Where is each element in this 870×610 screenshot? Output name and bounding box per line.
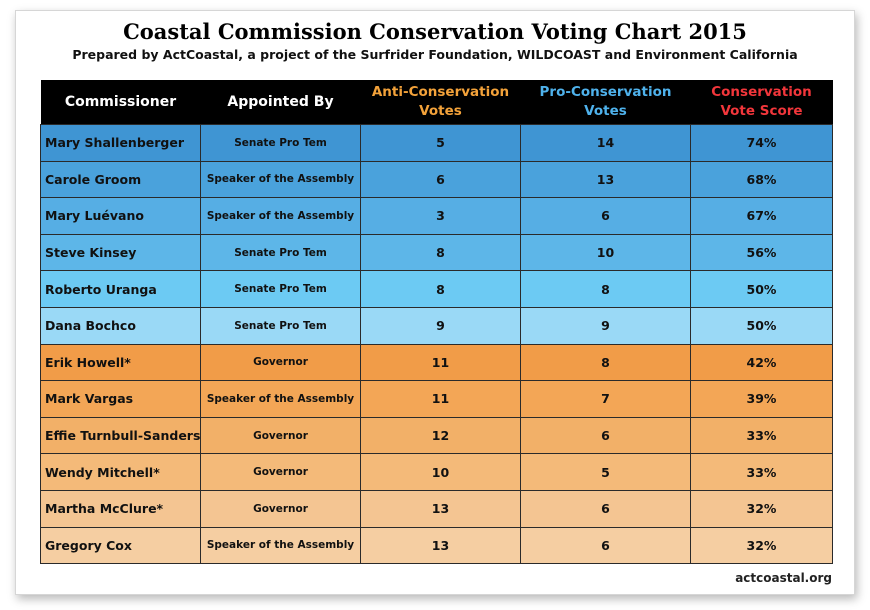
header-line: Conservation xyxy=(711,84,812,100)
table-row: Martha McClure* Governor 13 6 32% xyxy=(40,489,833,528)
anti-votes-cell: 13 xyxy=(360,489,521,528)
table-row: Gregory Cox Speaker of the Assembly 13 6 32% xyxy=(40,526,833,565)
vote-score-cell: 32% xyxy=(690,489,833,528)
appointed-by-cell: Senate Pro Tem xyxy=(200,306,361,345)
vote-score-cell: 32% xyxy=(690,526,833,565)
table-header-row: Commissioner Appointed By Anti-Conservatio… xyxy=(40,80,833,125)
table-body: Mary Shallenberger Senate Pro Tem 5 14 74% Ca… xyxy=(40,124,833,565)
header-anti-conservation-votes: Anti-Conservation Votes xyxy=(360,80,521,125)
pro-votes-cell: 6 xyxy=(520,197,691,235)
appointed-by-cell: Senate Pro Tem xyxy=(200,233,361,272)
appointed-by-cell: Governor xyxy=(200,416,361,455)
appointed-by-cell: Senate Pro Tem xyxy=(200,270,361,308)
anti-votes-cell: 8 xyxy=(360,270,521,308)
anti-votes-cell: 3 xyxy=(360,197,521,235)
footer-source: actcoastal.org xyxy=(735,571,832,585)
table-row: Carole Groom Speaker of the Assembly 6 13 68… xyxy=(40,160,833,199)
commissioner-cell: Roberto Uranga xyxy=(40,270,201,308)
header-line: Votes xyxy=(584,103,627,119)
pro-votes-cell: 9 xyxy=(520,306,691,345)
pro-votes-cell: 13 xyxy=(520,160,691,199)
vote-score-cell: 42% xyxy=(690,343,833,382)
voting-table: Commissioner Appointed By Anti-Conservatio… xyxy=(40,80,833,565)
pro-votes-cell: 10 xyxy=(520,233,691,272)
table-row: Roberto Uranga Senate Pro Tem 8 8 50% xyxy=(40,270,833,308)
commissioner-cell: Martha McClure* xyxy=(40,489,201,528)
header-line: Votes xyxy=(419,103,462,119)
pro-votes-cell: 8 xyxy=(520,270,691,308)
anti-votes-cell: 8 xyxy=(360,233,521,272)
pro-votes-cell: 7 xyxy=(520,380,691,418)
vote-score-cell: 50% xyxy=(690,270,833,308)
anti-votes-cell: 11 xyxy=(360,380,521,418)
appointed-by-cell: Governor xyxy=(200,343,361,382)
commissioner-cell: Mary Shallenberger xyxy=(40,124,201,162)
table-row: Effie Turnbull-Sanders* Governor 12 6 33% xyxy=(40,416,833,455)
appointed-by-cell: Governor xyxy=(200,453,361,491)
chart-title: Coastal Commission Conservation Voting C… xyxy=(123,19,747,44)
commissioner-cell: Wendy Mitchell* xyxy=(40,453,201,491)
commissioner-cell: Dana Bochco xyxy=(40,306,201,345)
header-line: Vote Score xyxy=(720,103,803,119)
vote-score-cell: 33% xyxy=(690,416,833,455)
commissioner-cell: Erik Howell* xyxy=(40,343,201,382)
anti-votes-cell: 13 xyxy=(360,526,521,565)
appointed-by-cell: Speaker of the Assembly xyxy=(200,160,361,199)
commissioner-cell: Gregory Cox xyxy=(40,526,201,565)
anti-votes-cell: 11 xyxy=(360,343,521,382)
table-row: Mary Luévano Speaker of the Assembly 3 6 67% xyxy=(40,197,833,235)
table-row: Erik Howell* Governor 11 8 42% xyxy=(40,343,833,382)
header-conservation-vote-score: Conservation Vote Score xyxy=(690,80,833,125)
appointed-by-cell: Speaker of the Assembly xyxy=(200,197,361,235)
chart-card: Coastal Commission Conservation Voting C… xyxy=(15,10,855,595)
vote-score-cell: 68% xyxy=(690,160,833,199)
pro-votes-cell: 6 xyxy=(520,489,691,528)
table-row: Mark Vargas Speaker of the Assembly 11 7 39% xyxy=(40,380,833,418)
appointed-by-cell: Governor xyxy=(200,489,361,528)
pro-votes-cell: 6 xyxy=(520,416,691,455)
anti-votes-cell: 9 xyxy=(360,306,521,345)
header-appointed-by: Appointed By xyxy=(200,80,361,125)
anti-votes-cell: 10 xyxy=(360,453,521,491)
table-row: Mary Shallenberger Senate Pro Tem 5 14 74% xyxy=(40,124,833,162)
commissioner-cell: Carole Groom xyxy=(40,160,201,199)
appointed-by-cell: Senate Pro Tem xyxy=(200,124,361,162)
pro-votes-cell: 6 xyxy=(520,526,691,565)
vote-score-cell: 74% xyxy=(690,124,833,162)
pro-votes-cell: 14 xyxy=(520,124,691,162)
commissioner-cell: Effie Turnbull-Sanders* xyxy=(40,416,201,455)
anti-votes-cell: 5 xyxy=(360,124,521,162)
pro-votes-cell: 8 xyxy=(520,343,691,382)
vote-score-cell: 50% xyxy=(690,306,833,345)
vote-score-cell: 56% xyxy=(690,233,833,272)
commissioner-cell: Steve Kinsey xyxy=(40,233,201,272)
vote-score-cell: 39% xyxy=(690,380,833,418)
header-commissioner: Commissioner xyxy=(40,80,201,125)
pro-votes-cell: 5 xyxy=(520,453,691,491)
header-line: Appointed By xyxy=(227,93,334,110)
header-line: Pro-Conservation xyxy=(539,84,672,100)
anti-votes-cell: 12 xyxy=(360,416,521,455)
table-row: Wendy Mitchell* Governor 10 5 33% xyxy=(40,453,833,491)
chart-subtitle: Prepared by ActCoastal, a project of the… xyxy=(72,47,798,62)
appointed-by-cell: Speaker of the Assembly xyxy=(200,380,361,418)
commissioner-cell: Mary Luévano xyxy=(40,197,201,235)
anti-votes-cell: 6 xyxy=(360,160,521,199)
header-line: Anti-Conservation xyxy=(371,84,510,100)
commissioner-cell: Mark Vargas xyxy=(40,380,201,418)
header-line: Commissioner xyxy=(64,93,177,110)
vote-score-cell: 33% xyxy=(690,453,833,491)
table-row: Steve Kinsey Senate Pro Tem 8 10 56% xyxy=(40,233,833,272)
header-pro-conservation-votes: Pro-Conservation Votes xyxy=(520,80,691,125)
table-row: Dana Bochco Senate Pro Tem 9 9 50% xyxy=(40,306,833,345)
appointed-by-cell: Speaker of the Assembly xyxy=(200,526,361,565)
vote-score-cell: 67% xyxy=(690,197,833,235)
